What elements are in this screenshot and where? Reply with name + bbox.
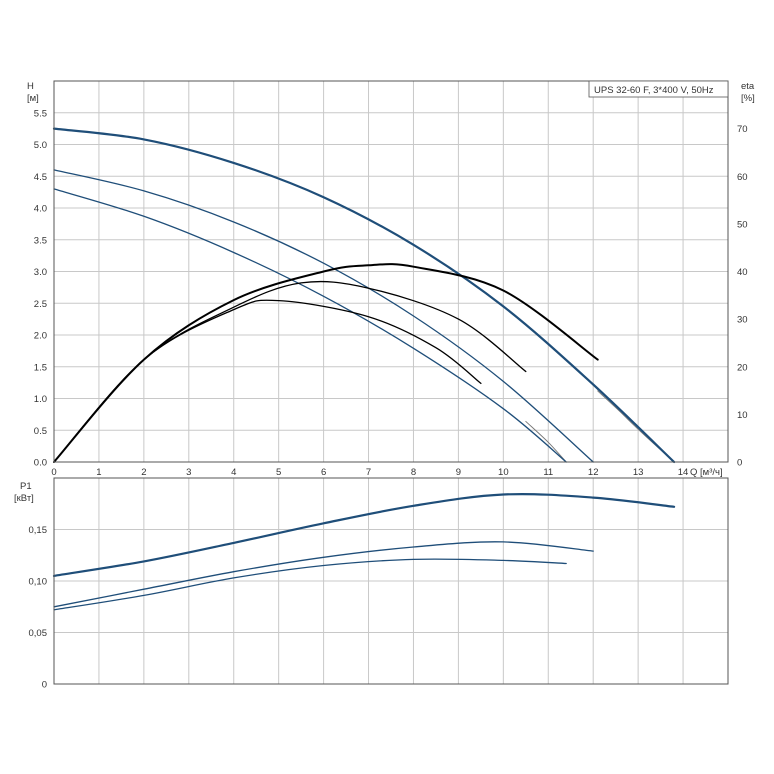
x-axis-label: Q [м³/ч]: [690, 467, 723, 478]
y2-tick-label: 10: [737, 410, 748, 421]
y-tick-label: 2.0: [34, 331, 47, 342]
y2-axis-label: eta: [741, 81, 755, 92]
x-tick-label: 12: [588, 467, 599, 478]
power-axis-label: P1: [20, 481, 32, 492]
y-tick-label: 3.0: [34, 267, 47, 278]
y2-tick-label: 30: [737, 315, 748, 326]
y-tick-label: 5.0: [34, 140, 47, 151]
y-tick-label: 3.5: [34, 235, 47, 246]
x-tick-label: 14: [678, 467, 689, 478]
bottom-panel-grid: [54, 478, 728, 684]
x-tick-label: 5: [276, 467, 281, 478]
legend-text: UPS 32-60 F, 3*400 V, 50Hz: [594, 85, 714, 96]
head-curve-speed-3: [52, 127, 676, 464]
y-tick-label: 0.0: [34, 458, 47, 469]
top-panel-grid: [54, 81, 728, 462]
legend-box: [588, 80, 729, 98]
power-curve-speed-3: [52, 492, 676, 577]
y2-tick-label: 0: [737, 458, 742, 469]
power-tick-label: 0,15: [29, 525, 48, 536]
x-tick-label: 4: [231, 467, 236, 478]
power-curve-speed-1: [53, 558, 567, 611]
x-tick-label: 8: [411, 467, 416, 478]
y-axis-unit: [м]: [27, 93, 39, 104]
x-tick-label: 0: [51, 467, 56, 478]
y2-tick-label: 50: [737, 219, 748, 230]
head-curve-extension: [525, 420, 567, 463]
top-y-tick-labels: 0.0 0.5 1.0 1.5 2.0 2.5 3.0 3.5 4.0 4.5 5.0 5.5: [34, 108, 47, 468]
bottom-panel-curves: [52, 492, 676, 611]
y-tick-label: 2.5: [34, 299, 47, 310]
power-curve-speed-2: [53, 541, 594, 608]
y-tick-label: 1.0: [34, 394, 47, 405]
y2-axis-unit: [%]: [741, 93, 755, 104]
x-tick-label: 2: [141, 467, 146, 478]
y-tick-label: 5.5: [34, 108, 47, 119]
power-tick-label: 0,05: [29, 628, 48, 639]
y2-tick-label: 20: [737, 362, 748, 373]
y-tick-label: 0.5: [34, 426, 47, 437]
head-curve-speed-1: [53, 188, 567, 463]
x-tick-label: 10: [498, 467, 509, 478]
y2-tick-label: 40: [737, 267, 748, 278]
y-tick-label: 1.5: [34, 362, 47, 373]
x-tick-label: 7: [366, 467, 371, 478]
y2-tick-label: 70: [737, 124, 748, 135]
power-axis-unit: [кВт]: [14, 493, 34, 504]
top-panel-frame: [53, 80, 729, 463]
y-tick-label: 4.0: [34, 204, 47, 215]
power-tick-label: 0,10: [29, 577, 48, 588]
x-tick-label: 3: [186, 467, 191, 478]
bottom-y-tick-labels: 0 0,05 0,10 0,15: [29, 525, 48, 691]
x-tick-label: 9: [456, 467, 461, 478]
x-tick-label: 6: [321, 467, 326, 478]
x-tick-label: 11: [543, 467, 553, 478]
power-tick-label: 0: [42, 680, 47, 691]
bottom-panel-frame: [53, 477, 729, 685]
top-y2-tick-labels: 0 10 20 30 40 50 60 70: [737, 124, 748, 468]
top-x-tick-labels: 0 1 2 3 4 5 6 7 8 9 10 11 12 13 14: [51, 467, 688, 478]
y-tick-label: 4.5: [34, 172, 47, 183]
efficiency-curve-speed-1: [53, 299, 482, 463]
y-axis-label: H: [27, 81, 34, 92]
y2-tick-label: 60: [737, 172, 748, 183]
head-curve-speed-2: [53, 169, 594, 463]
x-tick-label: 1: [96, 467, 101, 478]
x-tick-label: 13: [633, 467, 644, 478]
top-panel-curves: [52, 127, 676, 464]
